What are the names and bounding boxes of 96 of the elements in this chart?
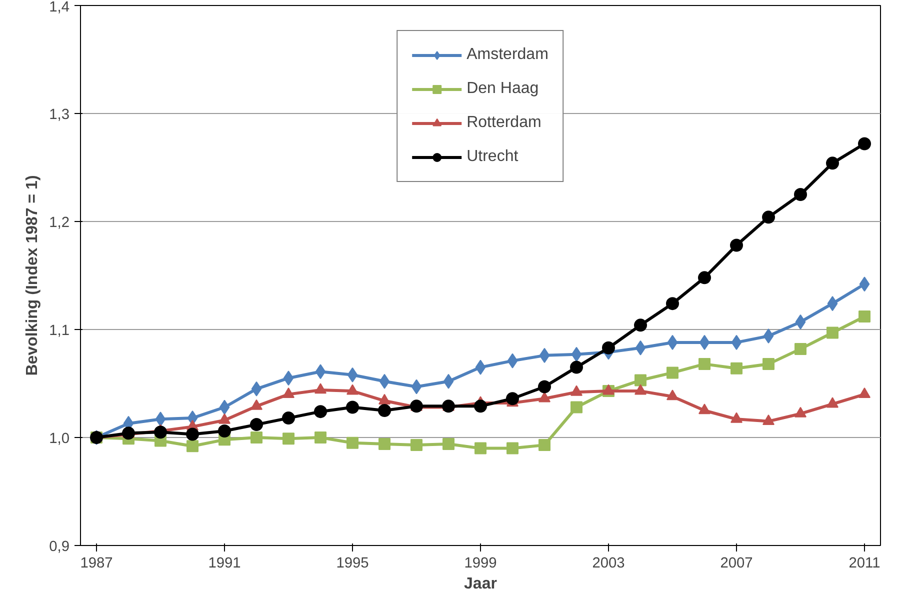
y-tick-label: 1,0 <box>49 431 70 447</box>
point <box>795 314 806 330</box>
point <box>186 440 198 452</box>
legend-label: Amsterdam <box>466 46 548 64</box>
point <box>218 424 231 438</box>
point <box>859 276 870 292</box>
point <box>634 374 646 386</box>
point <box>186 428 199 441</box>
point <box>379 374 390 389</box>
point <box>378 438 390 450</box>
point <box>250 432 262 444</box>
point <box>507 353 518 368</box>
point <box>506 392 519 406</box>
point <box>826 397 838 408</box>
point <box>346 400 359 414</box>
y-tick-label: 0,9 <box>49 539 70 555</box>
point <box>314 432 326 444</box>
point <box>699 334 710 350</box>
point <box>475 360 486 375</box>
point <box>666 366 678 379</box>
point <box>474 442 486 454</box>
y-tick-label: 1,2 <box>49 215 70 231</box>
point <box>698 404 710 414</box>
point <box>858 137 871 150</box>
point <box>731 334 742 350</box>
point <box>218 413 230 424</box>
y-axis-title: Bevolking (Index 1987 = 1) <box>24 175 42 376</box>
point <box>378 394 390 404</box>
x-tick-label: 2011 <box>848 556 880 572</box>
point <box>762 210 775 224</box>
point <box>763 328 774 344</box>
point <box>443 374 454 389</box>
point <box>219 400 230 415</box>
point <box>506 442 518 454</box>
point <box>602 341 615 354</box>
point <box>570 401 582 414</box>
point <box>826 326 838 339</box>
y-tick-label: 1,1 <box>49 323 70 339</box>
point <box>282 432 294 445</box>
point <box>539 348 550 363</box>
point <box>282 412 295 425</box>
point <box>538 380 551 394</box>
point <box>634 384 646 395</box>
point <box>698 271 711 284</box>
x-tick-label: 1987 <box>80 556 113 572</box>
legend-label: Utrecht <box>466 148 518 166</box>
point <box>250 418 263 432</box>
point <box>762 358 774 370</box>
point <box>666 297 679 310</box>
point <box>730 238 743 252</box>
x-tick-label: 1999 <box>464 556 497 572</box>
point <box>411 379 422 394</box>
point <box>410 439 422 452</box>
point <box>474 400 487 413</box>
point <box>346 436 358 449</box>
point <box>442 438 454 450</box>
x-axis-title: Jaar <box>464 576 497 592</box>
point <box>251 381 262 396</box>
point <box>666 390 678 400</box>
point <box>827 296 838 312</box>
point <box>571 346 582 362</box>
point <box>635 340 646 356</box>
point <box>378 404 391 417</box>
x-tick-label: 1991 <box>208 556 241 572</box>
legend-label: Den Haag <box>466 80 539 98</box>
point <box>826 156 839 170</box>
point <box>570 385 582 396</box>
point <box>315 364 326 380</box>
point <box>762 414 774 425</box>
point <box>667 334 678 350</box>
point <box>346 384 358 395</box>
point <box>538 439 550 452</box>
point <box>794 188 807 201</box>
point <box>314 405 327 418</box>
x-tick-label: 2003 <box>592 556 625 572</box>
point <box>347 367 358 382</box>
point <box>570 360 583 374</box>
legend-label: Rotterdam <box>466 114 542 132</box>
point <box>538 392 550 402</box>
point <box>314 383 326 394</box>
point <box>283 370 294 386</box>
point <box>730 412 742 423</box>
point <box>634 318 647 332</box>
point <box>250 399 262 410</box>
point <box>858 310 870 323</box>
point <box>154 426 167 439</box>
point <box>602 384 614 395</box>
point <box>698 358 710 370</box>
y-tick-label: 1,4 <box>49 0 70 16</box>
x-tick-label: 2007 <box>720 556 753 572</box>
point <box>794 342 806 355</box>
x-tick-label: 1995 <box>336 556 369 572</box>
y-tick-label: 1,3 <box>49 107 70 123</box>
point <box>730 362 742 374</box>
point <box>794 406 806 418</box>
point <box>155 412 166 427</box>
